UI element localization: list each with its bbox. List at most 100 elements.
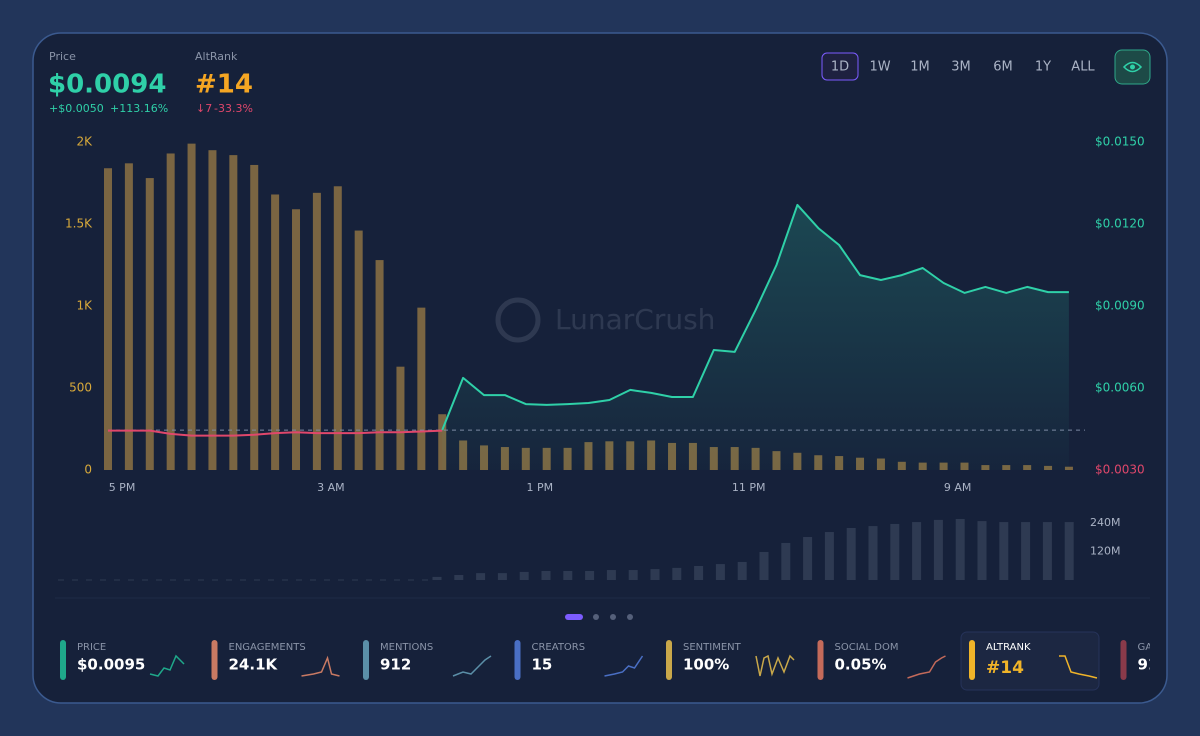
metric-color-bar bbox=[211, 640, 218, 680]
altrank-line bbox=[108, 429, 443, 437]
metric-sparkline bbox=[452, 655, 492, 677]
altrank-label: AltRank bbox=[195, 50, 238, 63]
page-dot[interactable] bbox=[593, 614, 599, 620]
page-dot-active[interactable] bbox=[565, 614, 583, 620]
metric-color-bar bbox=[969, 640, 975, 680]
volume-bar bbox=[104, 168, 112, 471]
metric-sparkline bbox=[1059, 655, 1098, 679]
trading-volume-bar bbox=[476, 573, 486, 580]
trading-volume-bar bbox=[846, 527, 856, 580]
metric-color-bar bbox=[666, 640, 672, 680]
metric-label[interactable]: GALAXY SCORE bbox=[1138, 642, 1200, 653]
trading-volume-bar bbox=[694, 565, 704, 580]
metric-sparkline bbox=[149, 654, 185, 677]
y-tick-label: 1.5K bbox=[65, 217, 93, 231]
trading-volume-bar bbox=[563, 570, 573, 580]
y-tick-label: 2K bbox=[76, 135, 93, 149]
trading-volume-bar bbox=[955, 518, 965, 580]
altrank-change-pct: -33.3% bbox=[214, 102, 253, 115]
trading-volume-bar bbox=[454, 575, 464, 580]
trading-volume-bar bbox=[650, 569, 660, 580]
metric-value[interactable]: $0.0095 bbox=[77, 656, 145, 674]
metric-sparkline bbox=[907, 655, 946, 679]
trading-volume-bar bbox=[781, 542, 791, 580]
trading-volume-bar bbox=[999, 522, 1009, 580]
range-button[interactable]: 6M bbox=[993, 60, 1013, 75]
trading-volume-bar bbox=[672, 567, 682, 580]
metric-color-bar bbox=[817, 640, 824, 680]
volume-bar bbox=[354, 230, 363, 470]
range-button[interactable]: ALL bbox=[1071, 60, 1095, 75]
page-dot[interactable] bbox=[610, 614, 616, 620]
range-button[interactable]: 3M bbox=[951, 60, 971, 75]
volume-bar bbox=[1064, 466, 1073, 470]
metric-value[interactable]: 0.05% bbox=[835, 656, 887, 674]
trading-volume-bar bbox=[890, 523, 900, 580]
range-button[interactable]: 1M bbox=[910, 60, 930, 75]
x-tick-label: 3 AM bbox=[317, 481, 345, 494]
watermark-text: LunarCrush bbox=[555, 303, 715, 336]
metric-label[interactable]: ENGAGEMENTS bbox=[229, 642, 306, 653]
metric-label[interactable]: MENTIONS bbox=[380, 642, 433, 653]
metric-value[interactable]: 24.1K bbox=[229, 656, 279, 674]
trading-volume-bar bbox=[933, 519, 943, 580]
volume-bar bbox=[229, 155, 238, 470]
range-button[interactable]: 1D bbox=[831, 60, 849, 75]
y2-tick-label: $0.0120 bbox=[1095, 217, 1145, 231]
trading-volume-bar bbox=[606, 570, 616, 580]
volume-bar bbox=[250, 164, 259, 470]
metric-value[interactable]: 15 bbox=[532, 656, 553, 674]
y-tick-label: 0 bbox=[84, 463, 92, 477]
trading-volume-bar bbox=[585, 570, 595, 580]
metric-label[interactable]: CREATORS bbox=[532, 642, 586, 653]
metric-color-bar bbox=[60, 640, 66, 680]
trading-volume-bar bbox=[715, 564, 725, 580]
range-active[interactable] bbox=[821, 52, 859, 81]
price-line bbox=[441, 203, 1069, 431]
page-dot[interactable] bbox=[627, 614, 633, 620]
price-change-pct: +113.16% bbox=[110, 102, 168, 115]
x-tick-label: 5 PM bbox=[109, 481, 136, 494]
trading-volume-bar bbox=[432, 576, 442, 580]
volume-bar bbox=[312, 192, 321, 470]
range-button[interactable]: 1Y bbox=[1035, 60, 1051, 75]
metric-label[interactable]: SOCIAL DOM bbox=[835, 642, 899, 653]
metric-label[interactable]: SENTIMENT bbox=[683, 642, 742, 653]
altrank-change: ↓7 bbox=[196, 102, 212, 115]
price-label: Price bbox=[49, 50, 76, 63]
metric-sparkline bbox=[604, 655, 644, 677]
metric-sparkline bbox=[301, 655, 340, 677]
metric-label[interactable]: PRICE bbox=[77, 642, 106, 653]
metric-cards: PRICE $0.0095 ENGAGEMENTS 24.1K MENTIONS 912 C… bbox=[60, 631, 1200, 691]
y2-tick-label: $0.0090 bbox=[1095, 299, 1145, 313]
trading-volume-bar bbox=[803, 537, 813, 580]
y-tick-label: 500 bbox=[69, 381, 92, 395]
metric-color-bar bbox=[514, 640, 521, 680]
metric-label[interactable]: ALTRANK bbox=[986, 642, 1031, 653]
y-tick-label: 1K bbox=[76, 299, 93, 313]
x-tick-label: 1 PM bbox=[526, 481, 553, 494]
price-change: +$0.0050 bbox=[49, 102, 104, 115]
trading-volume-bar bbox=[1021, 522, 1031, 580]
altrank: #14 bbox=[195, 70, 253, 100]
eye-icon bbox=[1122, 61, 1143, 73]
trading-volume-bar bbox=[497, 573, 507, 580]
metric-sparkline bbox=[755, 654, 795, 677]
metric-value[interactable]: 912 bbox=[380, 656, 411, 674]
trading-volume-bar bbox=[541, 570, 551, 580]
volume-bar bbox=[333, 186, 342, 470]
trading-volume-bar bbox=[824, 532, 834, 580]
volume-tick-label: 240M bbox=[1090, 516, 1121, 529]
volume-bar bbox=[375, 260, 384, 470]
range-button[interactable]: 1W bbox=[869, 60, 890, 75]
metric-value[interactable]: 91.0 bbox=[1138, 656, 1175, 674]
trading-volume-bar bbox=[1042, 522, 1052, 580]
eye-pupil bbox=[1130, 64, 1135, 70]
metric-value[interactable]: #14 bbox=[986, 658, 1024, 678]
volume-bar bbox=[187, 143, 196, 470]
metric-value[interactable]: 100% bbox=[683, 656, 729, 674]
trading-volume-bar bbox=[912, 522, 922, 580]
metric-card-active[interactable] bbox=[960, 631, 1100, 691]
